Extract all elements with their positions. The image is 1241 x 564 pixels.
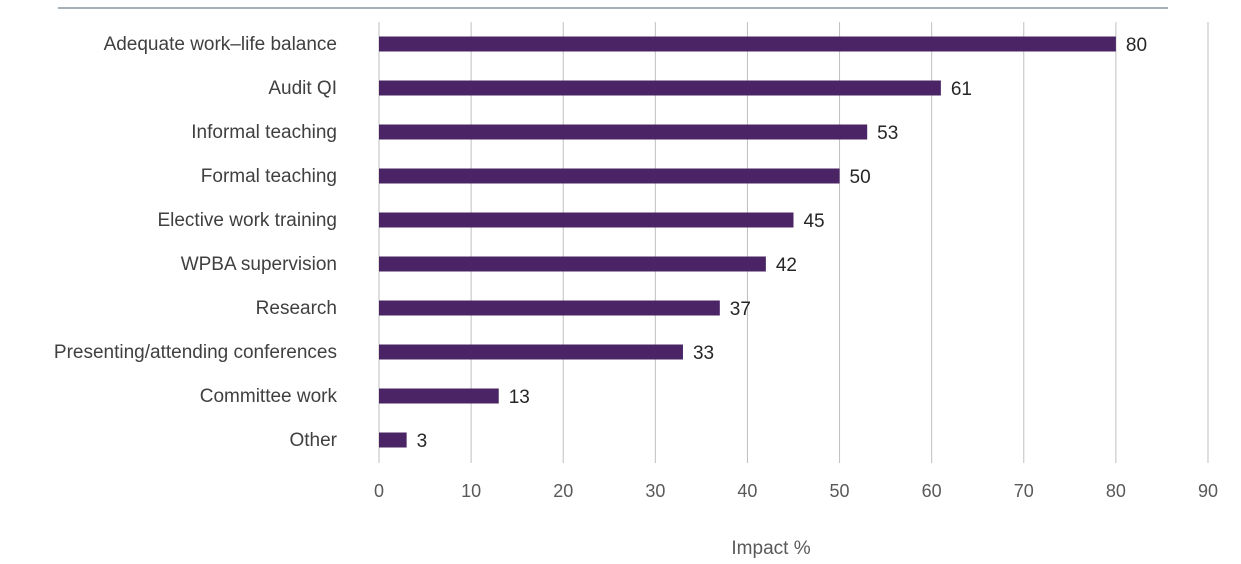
data-labels: 80 61 53 50 45 42 37 33 13 3: [417, 35, 1147, 452]
bar: [379, 124, 868, 140]
data-label: 42: [776, 255, 797, 276]
x-tick-label: 40: [737, 481, 757, 501]
category-label: WPBA supervision: [181, 254, 337, 275]
data-label: 3: [417, 431, 428, 452]
category-label: Elective work training: [157, 210, 337, 231]
data-label: 80: [1126, 35, 1147, 56]
x-tick-label: 80: [1106, 481, 1126, 501]
category-label: Presenting/attending conferences: [54, 342, 337, 363]
data-label: 37: [730, 299, 751, 320]
data-label: 13: [509, 387, 530, 408]
bar: [379, 344, 683, 360]
category-labels: Adequate work–life balance Audit QI Inform…: [54, 34, 338, 451]
bar: [379, 168, 840, 184]
data-label: 61: [951, 79, 972, 100]
x-axis-title: Impact %: [731, 538, 810, 559]
bar: [379, 300, 720, 316]
data-label: 53: [877, 123, 898, 144]
data-label: 45: [803, 211, 824, 232]
bar: [379, 212, 794, 228]
x-tick-label: 90: [1198, 481, 1218, 501]
data-label: 33: [693, 343, 714, 364]
bar: [379, 80, 941, 96]
x-tick-labels: 0 10 20 30 40 50 60 70 80 90: [374, 481, 1218, 501]
category-label: Other: [289, 430, 337, 451]
x-tick-label: 0: [374, 481, 384, 501]
category-label: Formal teaching: [201, 166, 337, 187]
bars: [379, 36, 1116, 448]
category-label: Audit QI: [268, 78, 337, 99]
category-label: Research: [256, 298, 337, 319]
x-tick-label: 30: [645, 481, 665, 501]
bar: [379, 432, 407, 448]
x-tick-label: 10: [461, 481, 481, 501]
category-label: Informal teaching: [191, 122, 337, 143]
x-tick-label: 60: [922, 481, 942, 501]
x-tick-label: 70: [1014, 481, 1034, 501]
bar: [379, 36, 1116, 52]
x-tick-label: 50: [830, 481, 850, 501]
x-tick-label: 20: [553, 481, 573, 501]
bar: [379, 256, 766, 272]
category-label: Committee work: [200, 386, 338, 407]
category-label: Adequate work–life balance: [104, 34, 337, 55]
data-label: 50: [850, 167, 871, 188]
bar: [379, 388, 499, 404]
